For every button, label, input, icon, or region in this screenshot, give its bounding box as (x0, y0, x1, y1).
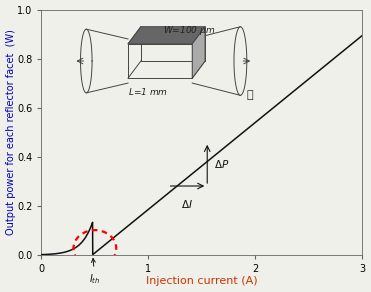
Polygon shape (128, 27, 205, 44)
Y-axis label: Output power for each reflector facet  (W): Output power for each reflector facet (W… (6, 29, 16, 235)
X-axis label: Injection current (A): Injection current (A) (146, 277, 258, 286)
Text: $W$=100 μm: $W$=100 μm (163, 24, 216, 36)
Text: $L$=1 mm: $L$=1 mm (128, 86, 168, 97)
Text: 光: 光 (247, 91, 253, 100)
Text: $I_{th}$: $I_{th}$ (89, 258, 101, 286)
Text: $\Delta I$: $\Delta I$ (181, 198, 193, 210)
Polygon shape (192, 27, 205, 78)
Text: $\Delta P$: $\Delta P$ (214, 158, 229, 170)
